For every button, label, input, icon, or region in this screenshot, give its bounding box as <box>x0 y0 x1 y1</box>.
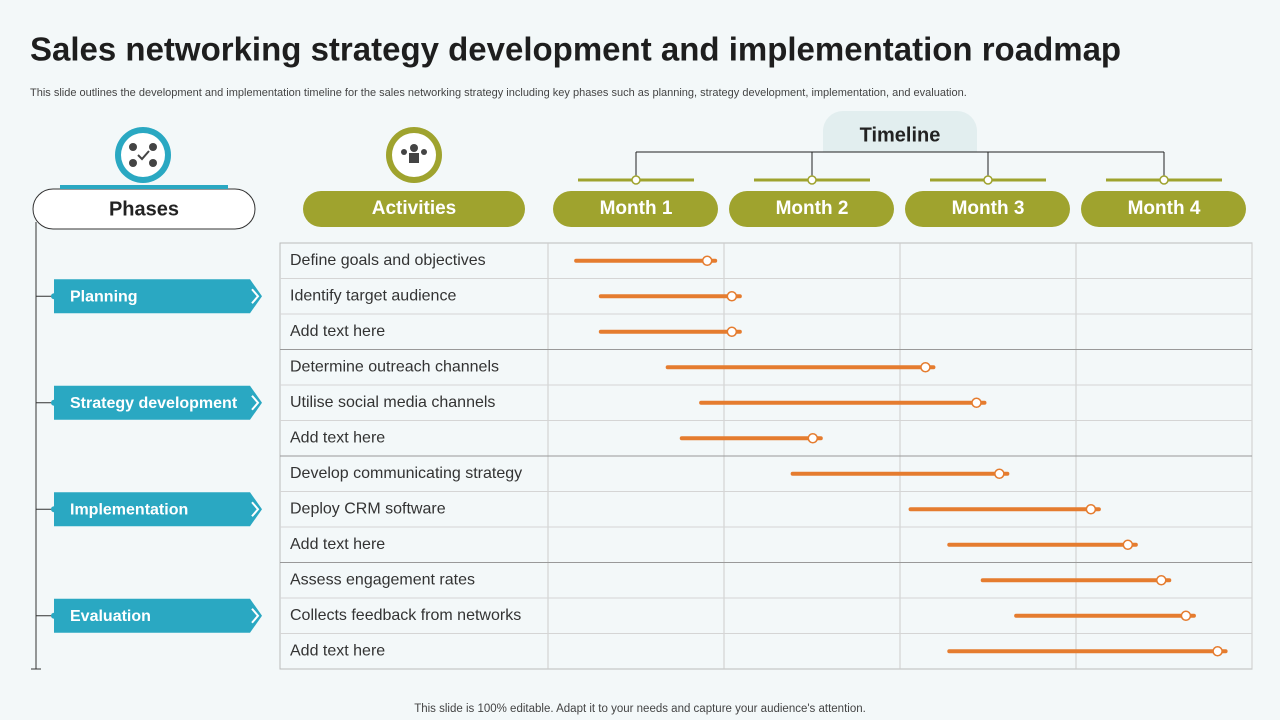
month-pill <box>1081 191 1246 227</box>
task-end-marker <box>920 362 931 373</box>
phase-tab <box>54 492 262 527</box>
task-end-marker <box>994 468 1005 479</box>
timeline-tab <box>823 111 977 152</box>
task-end-marker <box>726 291 738 302</box>
phase-chevron <box>251 608 260 624</box>
task-label: Determine outreach channels <box>290 358 499 375</box>
task-label: Develop communicating strategy <box>290 465 522 482</box>
task-label: Add text here <box>290 429 385 446</box>
task-end-marker <box>1180 610 1192 621</box>
phase-tab <box>54 598 262 633</box>
task-label: Identify target audience <box>290 287 456 304</box>
phase-name: Implementation <box>70 501 188 518</box>
task-label: Collects feedback from networks <box>290 607 521 624</box>
phase-tab <box>54 279 262 314</box>
month-node <box>631 175 641 185</box>
task-end-marker <box>1122 539 1134 550</box>
month-label: Month 3 <box>952 198 1025 219</box>
footer: This slide is 100% editable. Adapt it to… <box>414 703 866 715</box>
month-pill <box>553 191 718 227</box>
phase-name: Strategy development <box>70 395 238 412</box>
month-label: Month 1 <box>600 198 673 219</box>
task-label: Add text here <box>290 323 385 340</box>
month-node <box>983 175 993 185</box>
task-end-marker <box>701 255 713 266</box>
activities-icon <box>386 127 442 183</box>
task-end-marker <box>1156 575 1167 586</box>
task-label: Define goals and objectives <box>290 252 486 269</box>
month-node <box>807 175 817 185</box>
task-label: Deploy CRM software <box>290 500 446 517</box>
phase-tab <box>54 385 262 420</box>
phase-name: Evaluation <box>70 608 151 625</box>
task-label: Assess engagement rates <box>290 571 475 588</box>
month-label: Month 4 <box>1128 198 1201 219</box>
task-label: Add text here <box>290 536 385 553</box>
phases-icon <box>115 127 171 183</box>
task-end-marker <box>1212 646 1223 657</box>
task-label: Utilise social media channels <box>290 394 495 411</box>
task-end-marker <box>726 326 738 337</box>
month-pill <box>729 191 894 227</box>
task-end-marker <box>971 397 982 408</box>
phase-chevron <box>251 501 260 517</box>
phases-header: Phases <box>109 198 179 220</box>
month-pill <box>905 191 1070 227</box>
task-end-marker <box>1085 504 1097 515</box>
month-label: Month 2 <box>776 198 849 219</box>
phase-name: Planning <box>70 288 138 305</box>
month-node <box>1159 175 1169 185</box>
timeline-label: Timeline <box>860 124 941 146</box>
title: Sales networking strategy development an… <box>30 31 1121 68</box>
activities-header-pill <box>303 191 525 227</box>
phase-chevron <box>251 395 260 411</box>
subtitle: This slide outlines the development and … <box>30 87 967 99</box>
activities-header: Activities <box>372 198 456 219</box>
task-label: Add text here <box>290 642 385 659</box>
task-end-marker <box>807 433 819 444</box>
phase-chevron <box>251 288 260 304</box>
